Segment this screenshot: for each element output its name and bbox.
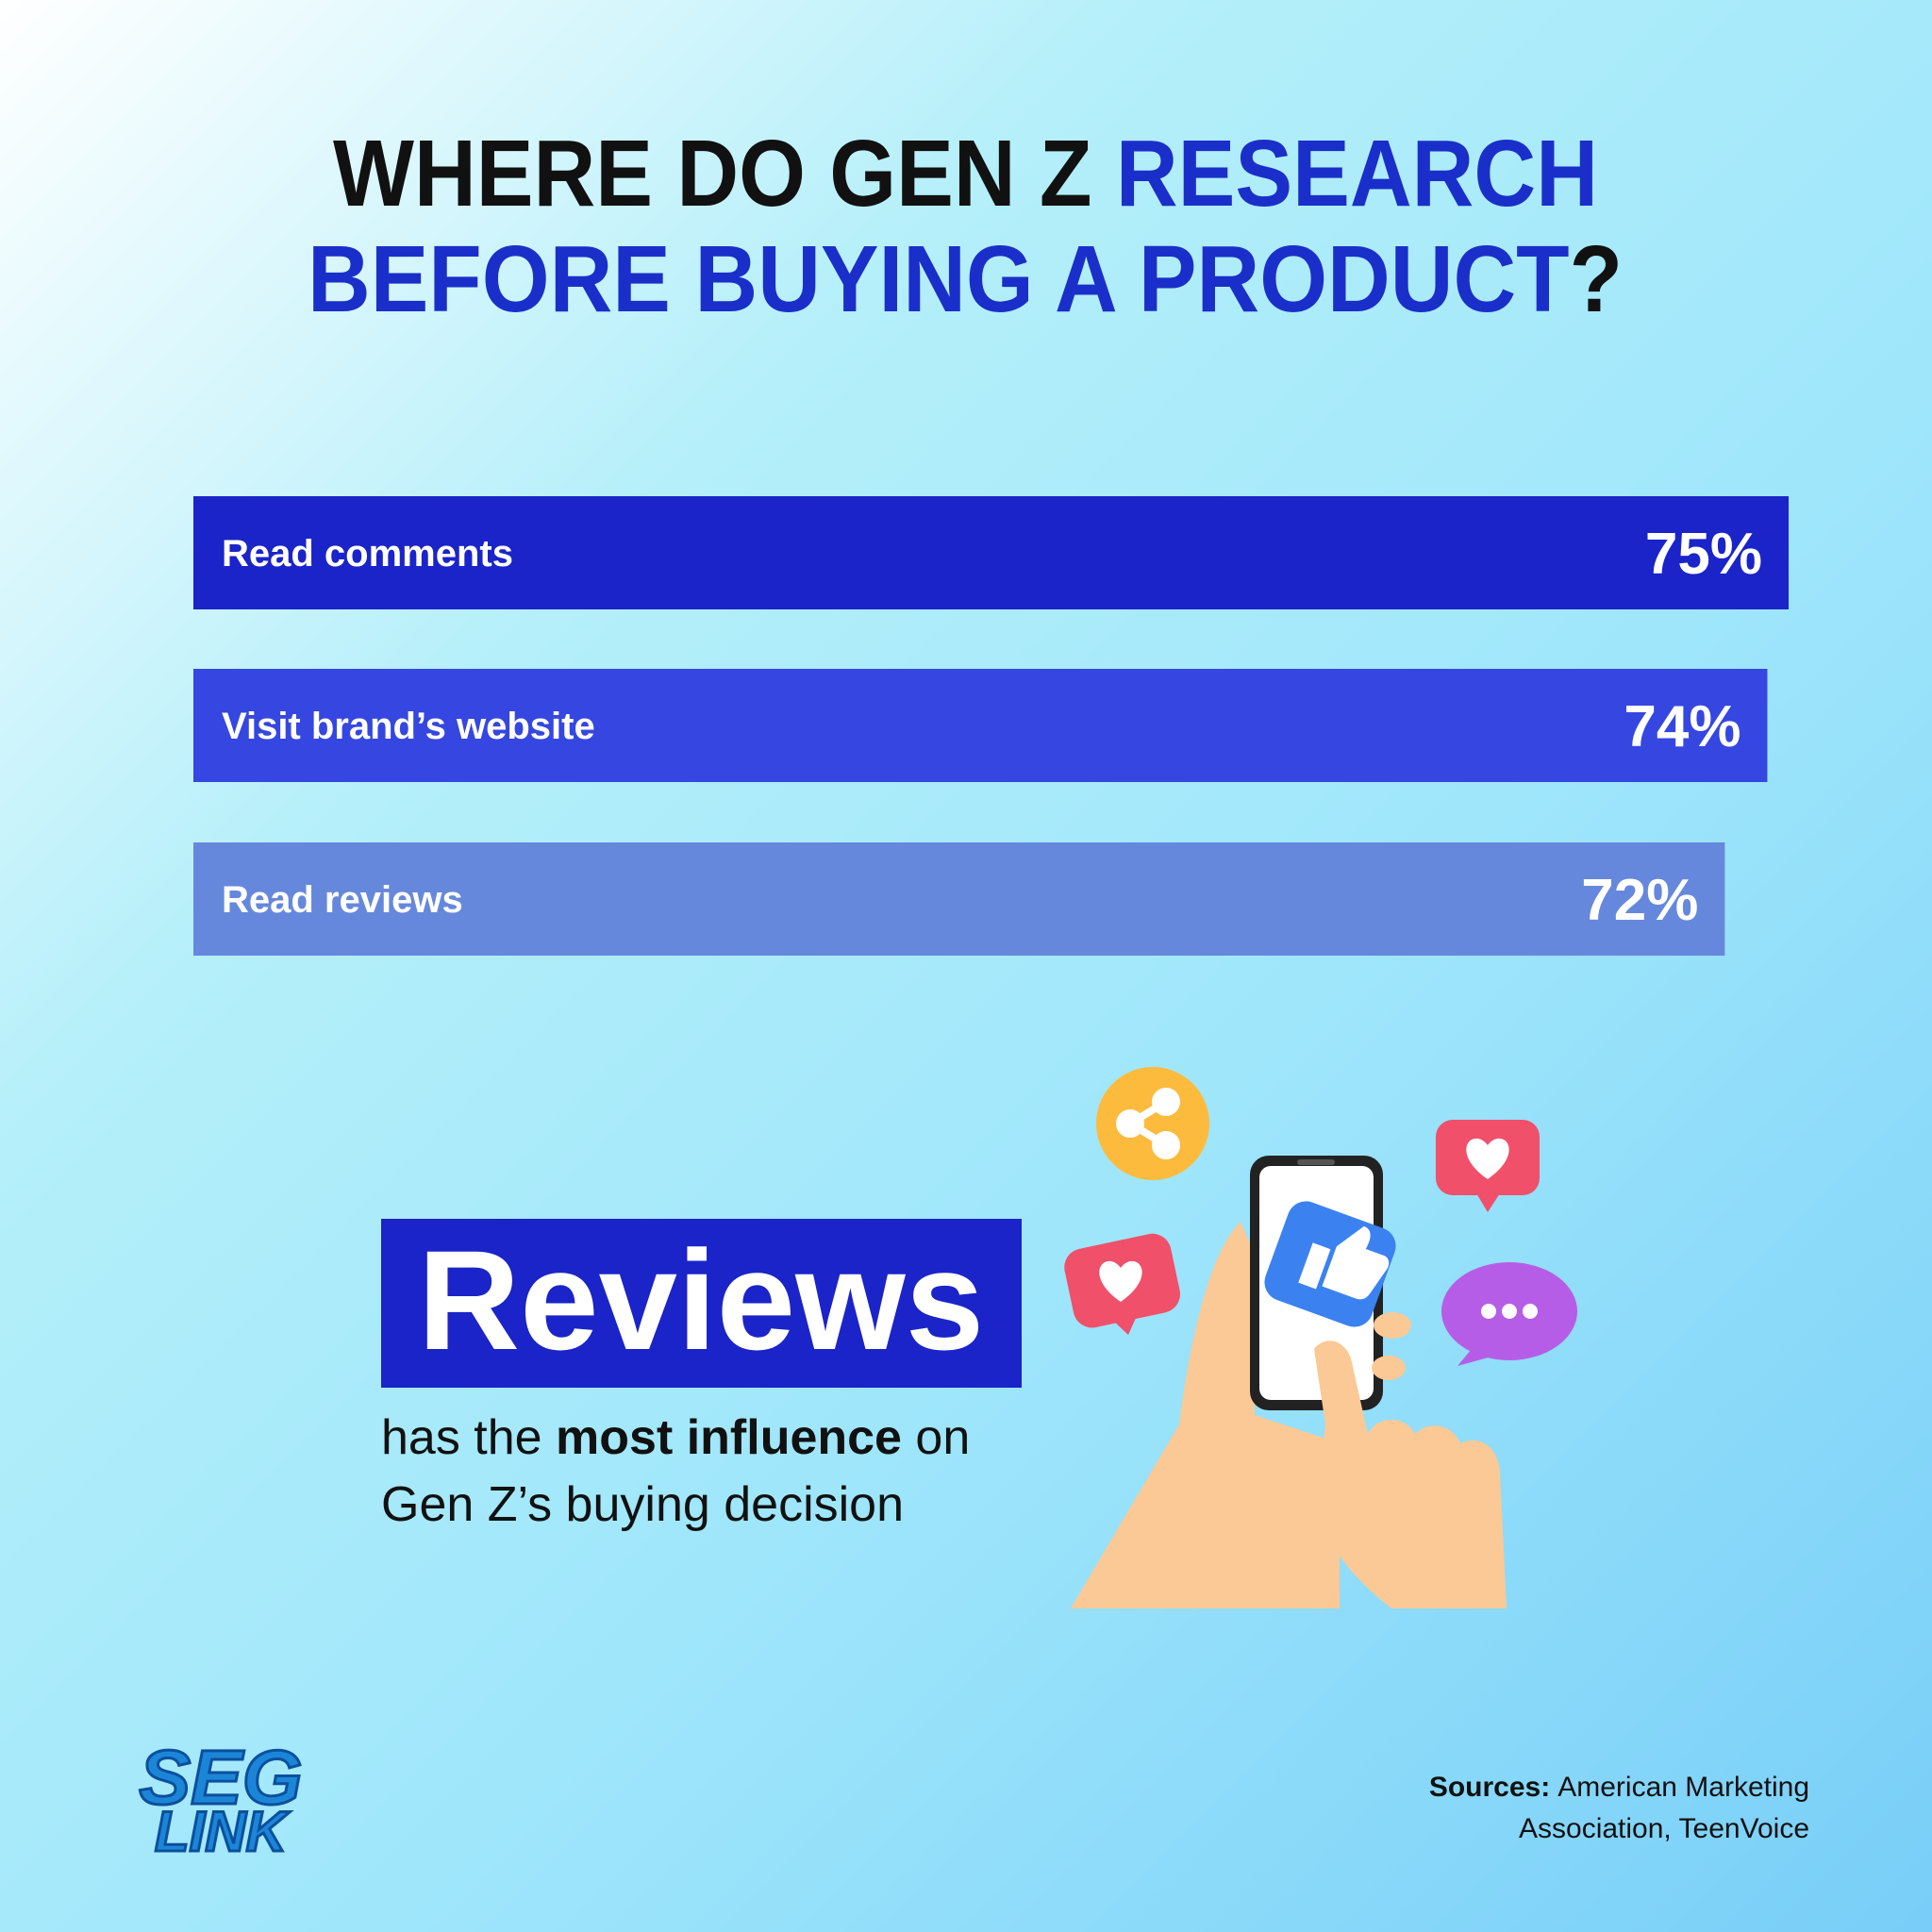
sources-label: Sources:	[1429, 1772, 1550, 1803]
bar	[193, 496, 1789, 609]
sources-text: American Marketing	[1557, 1772, 1809, 1803]
title-line: BEFORE BUYING A PRODUCT?	[308, 226, 1623, 332]
pointing-hand	[1314, 1341, 1507, 1608]
heart	[1466, 1138, 1509, 1179]
hand	[1071, 1222, 1340, 1608]
value-label: 72%	[1581, 868, 1698, 933]
bar-label: Read reviews	[222, 879, 463, 921]
phone-speaker	[1297, 1159, 1335, 1165]
title-part: WHERE DO GEN Z	[333, 121, 1116, 226]
finger	[1372, 1356, 1406, 1380]
callout-part: most influence	[556, 1410, 902, 1465]
bubble-tail	[1476, 1193, 1500, 1212]
title-part: ?	[1570, 226, 1623, 332]
title-part: RESEARCH	[1116, 121, 1598, 226]
callout-part: on	[902, 1410, 970, 1465]
title-part: BEFORE BUYING A PRODUCT	[308, 226, 1570, 332]
value-label: 74%	[1624, 694, 1740, 759]
callout-text: has the most influence on	[381, 1410, 970, 1465]
finger	[1374, 1312, 1411, 1339]
callout-box	[381, 1219, 1022, 1388]
thumb	[1298, 1225, 1390, 1300]
dot	[1502, 1304, 1517, 1319]
heart	[1099, 1260, 1142, 1302]
dot	[1523, 1304, 1538, 1319]
bar	[193, 669, 1768, 782]
sources-line: Sources: American Marketing	[1429, 1772, 1809, 1803]
share-icon	[1096, 1067, 1209, 1180]
share-glyph	[1116, 1088, 1180, 1159]
callout-part: has the	[381, 1410, 556, 1465]
bubble-tail	[1457, 1349, 1495, 1366]
logo-bottom: LINK	[155, 1800, 291, 1863]
bar-label: Read comments	[222, 533, 513, 575]
value-label: 75%	[1645, 522, 1762, 587]
sources-text: Association, TeenVoice	[1519, 1813, 1809, 1844]
title-line: WHERE DO GEN Z RESEARCH	[333, 121, 1598, 226]
bar	[193, 842, 1725, 956]
logo-top: SEG	[139, 1735, 302, 1821]
callout-headline: Reviews	[418, 1221, 984, 1379]
bar-chart: Read comments 75% Visit brand’s website 74%…	[193, 496, 1789, 956]
bar-label: Visit brand’s website	[222, 706, 595, 747]
callout-text: Gen Z’s buying decision	[381, 1477, 904, 1532]
bubble-tail	[1113, 1316, 1137, 1335]
illustration	[1064, 1067, 1577, 1608]
dot	[1481, 1304, 1496, 1319]
